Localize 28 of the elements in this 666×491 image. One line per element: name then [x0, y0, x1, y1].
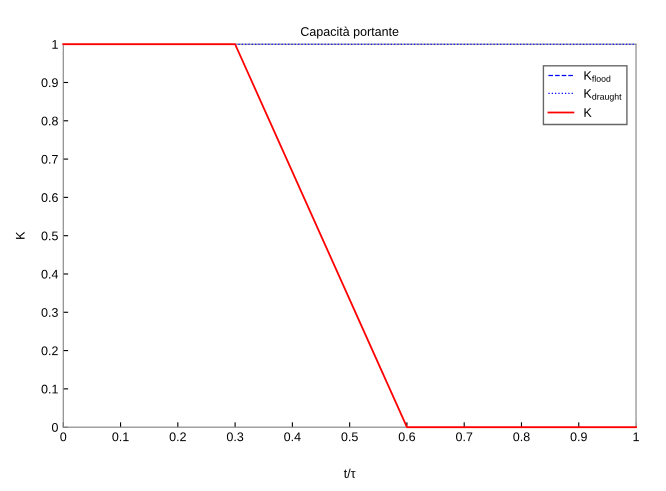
- y-tick-label: 0.7: [42, 154, 58, 164]
- x-tick-label: 0.2: [170, 432, 186, 442]
- y-tick-label: 0.3: [42, 308, 58, 317]
- y-tick-label: 0.5: [42, 231, 58, 240]
- legend-label: K$_{draught}$: [584, 89, 622, 102]
- y-tick-label: 0.8: [42, 116, 58, 126]
- x-tick-label: 0.9: [570, 432, 587, 442]
- x-tick-label: 0.1: [112, 432, 129, 442]
- legend-label: K$_{flood}$: [584, 71, 610, 82]
- x-tick-label: 1: [634, 432, 639, 442]
- chart-title: Capacità portante: [300, 26, 398, 38]
- y-tick-label: 1: [52, 40, 58, 49]
- x-tick-label: 0.8: [513, 432, 530, 442]
- y-tick-label: 0.6: [42, 193, 58, 202]
- x-tick-label: 0.6: [398, 432, 416, 442]
- x-tick-label: 0.7: [456, 432, 472, 442]
- x-tick-label: 0.4: [284, 432, 301, 442]
- y-tick-label: 0: [52, 422, 58, 432]
- x-tick-label: 0: [60, 432, 66, 442]
- y-tick-label: 0.9: [42, 78, 58, 88]
- legend-label: K: [584, 108, 592, 117]
- x-axis-title: t/τ: [344, 468, 356, 478]
- y-tick-label: 0.1: [42, 384, 58, 394]
- y-tick-label: 0.2: [42, 346, 58, 356]
- x-tick-label: 0.3: [226, 432, 244, 442]
- x-tick-label: 0.5: [341, 432, 358, 442]
- y-tick-label: 0.4: [42, 270, 58, 279]
- y-axis-title: K: [16, 232, 25, 239]
